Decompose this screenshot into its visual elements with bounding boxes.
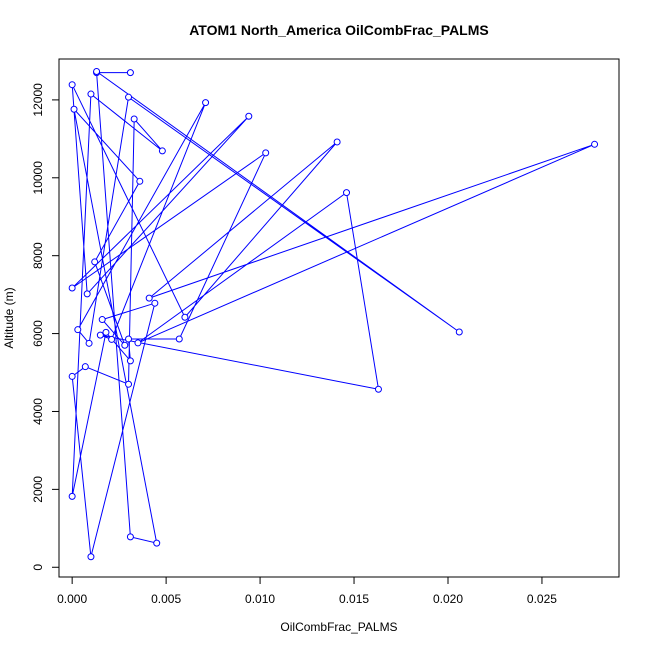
- data-point: [74, 326, 82, 334]
- y-axis: 0 2000 4000 6000 8000 10000 12000: [31, 83, 60, 571]
- data-point: [91, 258, 99, 266]
- data-point: [333, 138, 341, 146]
- data-point: [145, 294, 153, 302]
- data-point: [98, 316, 106, 324]
- y-tick-label: 4000: [31, 398, 45, 425]
- y-tick-label: 6000: [31, 320, 45, 347]
- chart-title: ATOM1 North_America OilCombFrac_PALMS: [189, 22, 489, 38]
- data-point: [158, 147, 166, 155]
- y-tick-label: 2000: [31, 476, 45, 503]
- data-point: [262, 149, 270, 157]
- data-point: [151, 299, 159, 307]
- data-point: [87, 553, 95, 561]
- data-point: [108, 335, 116, 343]
- data-point: [70, 105, 78, 113]
- data-point: [153, 539, 161, 547]
- data-point: [93, 67, 101, 75]
- data-point: [202, 99, 210, 107]
- x-tick-label: 0.025: [527, 592, 557, 606]
- x-axis: 0.000 0.005 0.010 0.015 0.020 0.025: [57, 576, 557, 606]
- data-point: [136, 177, 144, 185]
- x-tick-label: 0.010: [245, 592, 275, 606]
- series-points: [68, 67, 599, 561]
- x-tick-label: 0.020: [433, 592, 463, 606]
- data-point: [68, 492, 76, 500]
- data-point: [96, 331, 104, 339]
- y-axis-label: Altitude (m): [2, 287, 16, 348]
- data-point: [125, 93, 133, 101]
- data-point: [87, 90, 95, 98]
- x-tick-label: 0.005: [151, 592, 181, 606]
- x-axis-label: OilCombFrac_PALMS: [280, 620, 397, 634]
- data-point: [68, 372, 76, 380]
- data-point: [374, 385, 382, 393]
- data-point: [591, 140, 599, 148]
- data-point: [126, 69, 134, 77]
- data-point: [181, 313, 189, 321]
- y-tick-label: 12000: [31, 83, 45, 117]
- data-point: [245, 112, 253, 120]
- data-point: [68, 81, 76, 89]
- x-tick-label: 0.000: [57, 592, 87, 606]
- data-point: [121, 341, 129, 349]
- data-point: [126, 533, 134, 541]
- data-point: [81, 363, 89, 371]
- data-point: [126, 357, 134, 365]
- data-point: [130, 115, 138, 123]
- x-tick-label: 0.015: [339, 592, 369, 606]
- data-point: [125, 335, 133, 343]
- data-point: [125, 380, 133, 388]
- data-point: [343, 189, 351, 197]
- data-point: [175, 335, 183, 343]
- data-point: [68, 284, 76, 292]
- data-point: [85, 339, 93, 347]
- data-point: [102, 328, 110, 336]
- y-tick-label: 10000: [31, 161, 45, 195]
- data-point: [134, 339, 142, 347]
- data-point: [455, 328, 463, 336]
- y-tick-label: 0: [31, 564, 45, 571]
- data-point: [83, 290, 91, 298]
- y-tick-label: 8000: [31, 242, 45, 269]
